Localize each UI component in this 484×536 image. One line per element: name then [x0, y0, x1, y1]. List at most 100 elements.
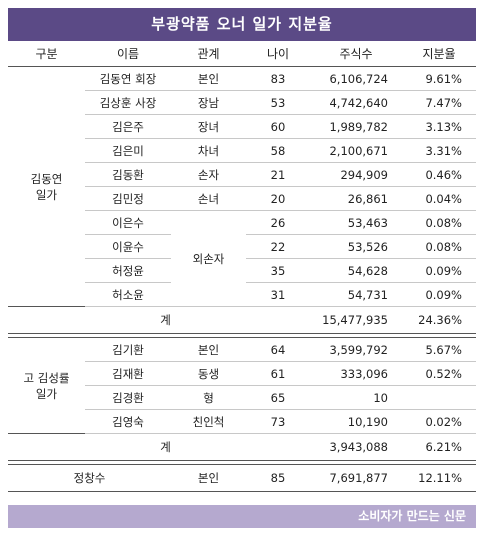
row-ratio: 0.09%: [402, 282, 476, 307]
row-relation: 장녀: [171, 114, 246, 139]
row-shares: 53,526: [310, 234, 402, 259]
group1-total-row: 계 15,477,935 24.36%: [8, 306, 476, 334]
row-relation: 본인: [171, 337, 246, 362]
total-shares: 3,943,088: [310, 433, 402, 461]
row-relation: 친인척: [171, 409, 246, 434]
header-row: 구분 이름 관계 나이 주식수 지분율: [8, 41, 476, 67]
row-age: 73: [246, 409, 310, 434]
row-name: 허소윤: [85, 282, 171, 307]
header-age: 나이: [246, 41, 310, 67]
ownership-table-card: 부광약품 오너 일가 지분율 구분 이름 관계 나이 주식수 지분율 김동연 일…: [8, 8, 476, 528]
row-relation: 형: [171, 385, 246, 410]
row-ratio: 12.11%: [402, 464, 476, 492]
row-age: 83: [246, 66, 310, 91]
row-shares: 4,742,640: [310, 90, 402, 115]
table-row: 고 김성률 일가 김기환 본인 64 3,599,792 5.67%: [8, 337, 476, 401]
table-row: 김동연 일가 김동연 회장 본인 83 6,106,724 9.61%: [8, 66, 476, 202]
row-shares: 10,190: [310, 409, 402, 434]
table-row: 정창수 본인 85 7,691,877 12.11%: [8, 464, 476, 492]
row-ratio: 3.13%: [402, 114, 476, 139]
header-ratio: 지분율: [402, 41, 476, 67]
row-shares: 1,989,782: [310, 114, 402, 139]
row-name: 김민정: [85, 186, 171, 211]
row-relation-merged: 외손자: [171, 210, 246, 307]
row-relation: 장남: [171, 90, 246, 115]
row-shares: 3,599,792: [310, 337, 402, 362]
row-shares: 333,096: [310, 361, 402, 386]
row-ratio: 9.61%: [402, 66, 476, 91]
row-ratio: 5.67%: [402, 337, 476, 362]
table-row: 이은수 외손자 26 53,463 0.08%: [8, 210, 476, 307]
row-name: 김기환: [85, 337, 171, 362]
row-name: 김상훈 사장: [85, 90, 171, 115]
header-shares: 주식수: [310, 41, 402, 67]
row-name: 정창수: [8, 464, 171, 492]
row-shares: 54,731: [310, 282, 402, 307]
total-shares: 15,477,935: [310, 306, 402, 334]
row-age: 31: [246, 282, 310, 307]
row-relation: 차녀: [171, 138, 246, 163]
row-shares: 6,106,724: [310, 66, 402, 91]
group-label: 고 김성률 일가: [23, 370, 70, 401]
row-age: 53: [246, 90, 310, 115]
row-age: 58: [246, 138, 310, 163]
divider: [8, 333, 476, 338]
row-ratio: 0.52%: [402, 361, 476, 386]
row-shares: 2,100,671: [310, 138, 402, 163]
row-ratio: 3.31%: [402, 138, 476, 163]
row-ratio: 0.02%: [402, 409, 476, 434]
row-name: 이은수: [85, 210, 171, 235]
total-ratio: 24.36%: [402, 306, 476, 334]
row-age: 20: [246, 186, 310, 211]
row-age: 35: [246, 258, 310, 283]
table-row: 허정윤 35 54,628 0.09%: [8, 258, 476, 283]
row-name: 김동연 회장: [85, 66, 171, 91]
row-shares: 10: [310, 385, 402, 410]
row-shares: 53,463: [310, 210, 402, 235]
row-age: 61: [246, 361, 310, 386]
row-relation: 본인: [171, 66, 246, 91]
row-age: 85: [246, 464, 310, 492]
row-shares: 294,909: [310, 162, 402, 187]
row-name: 허정윤: [85, 258, 171, 283]
row-name: 김영숙: [85, 409, 171, 434]
row-shares: 7,691,877: [310, 464, 402, 492]
row-ratio: [402, 385, 476, 410]
table-row: 김영숙 친인척 73 10,190 0.02%: [8, 409, 476, 434]
total-ratio: 6.21%: [402, 433, 476, 461]
header-category: 구분: [8, 41, 85, 67]
row-shares: 26,861: [310, 186, 402, 211]
row-ratio: 0.08%: [402, 210, 476, 235]
row-ratio: 7.47%: [402, 90, 476, 115]
table-row: 김경환 형 65 10: [8, 385, 476, 410]
table-title: 부광약품 오너 일가 지분율: [8, 8, 476, 41]
row-relation: 본인: [171, 464, 246, 492]
group2-total-row: 계 3,943,088 6.21%: [8, 433, 476, 461]
row-age: 64: [246, 337, 310, 362]
divider: [8, 460, 476, 465]
row-name: 김재환: [85, 361, 171, 386]
table-row: 이윤수 22 53,526 0.08%: [8, 234, 476, 259]
header-name: 이름: [85, 41, 171, 67]
table-row: 김동환 손자 21 294,909 0.46%: [8, 162, 476, 187]
row-name: 김경환: [85, 385, 171, 410]
row-ratio: 0.04%: [402, 186, 476, 211]
table-row: 김상훈 사장 장남 53 4,742,640 7.47%: [8, 90, 476, 115]
row-ratio: 0.08%: [402, 234, 476, 259]
ownership-table: 구분 이름 관계 나이 주식수 지분율 김동연 일가 김동연 회장 본인 83 6,10…: [8, 41, 476, 492]
table-row: 김은미 차녀 58 2,100,671 3.31%: [8, 138, 476, 163]
row-relation: 동생: [171, 361, 246, 386]
publisher-footer: 소비자가 만드는 신문: [8, 505, 476, 528]
row-ratio: 0.46%: [402, 162, 476, 187]
total-label: 계: [85, 306, 246, 334]
row-ratio: 0.09%: [402, 258, 476, 283]
row-age: 65: [246, 385, 310, 410]
table-row: 김재환 동생 61 333,096 0.52%: [8, 361, 476, 386]
row-shares: 54,628: [310, 258, 402, 283]
header-relation: 관계: [171, 41, 246, 67]
row-age: 60: [246, 114, 310, 139]
row-name: 김은미: [85, 138, 171, 163]
row-name: 김동환: [85, 162, 171, 187]
table-row: 김민정 손녀 20 26,861 0.04%: [8, 186, 476, 211]
row-age: 22: [246, 234, 310, 259]
